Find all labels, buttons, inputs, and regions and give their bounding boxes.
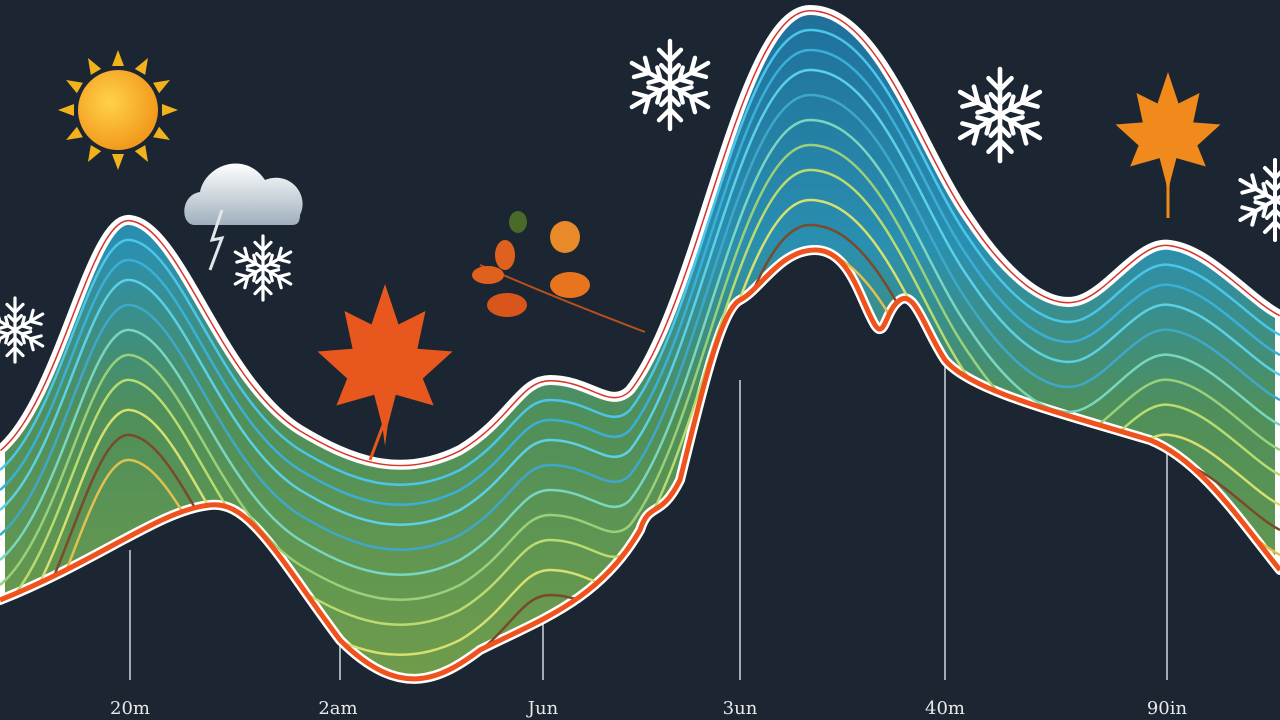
snowflake-icon — [231, 236, 294, 300]
snowflake-icon — [0, 298, 47, 362]
sun-icon — [58, 50, 178, 170]
axis-label: 20m — [110, 698, 150, 719]
axis-label: Jun — [526, 698, 559, 719]
snowflake-icon — [626, 41, 713, 129]
wave-ribbon — [0, 10, 1280, 705]
axis-label: 90in — [1147, 698, 1188, 719]
axis-label: 40m — [925, 698, 965, 719]
snowflake-icon — [954, 69, 1045, 161]
cloud-icon — [184, 163, 303, 271]
x-axis-labels: 20m 2am Jun 3un 40m 90in — [110, 698, 1188, 719]
axis-label: 2am — [318, 698, 357, 719]
maple-leaf-icon — [317, 72, 1221, 461]
leaf-branch-icon — [472, 211, 646, 333]
axis-label: 3un — [723, 698, 758, 719]
snowflake-icon — [1235, 160, 1280, 240]
